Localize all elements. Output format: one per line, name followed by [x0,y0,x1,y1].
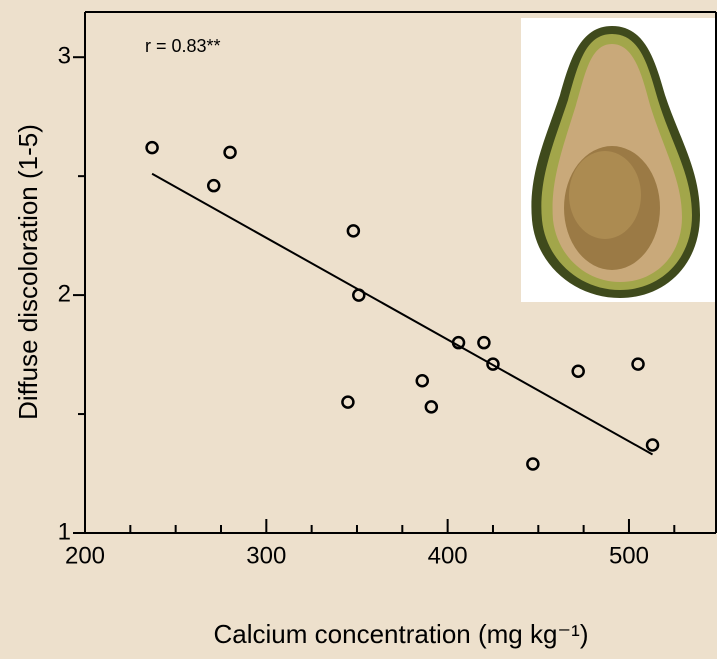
x-tick-label: 200 [65,542,105,569]
point [486,357,500,371]
point [415,373,430,388]
point [526,457,540,471]
x-tick-label: 500 [609,542,649,569]
point [631,357,645,371]
inset-avocado [521,18,715,302]
point [341,395,355,409]
point [477,335,491,350]
point [352,288,366,302]
point [206,178,221,193]
trend-line [151,172,654,456]
y-tick-label: 2 [58,280,71,307]
point [223,145,237,160]
point [645,438,660,452]
point [145,140,159,155]
y-tick-label: 3 [58,43,71,70]
x-tick-label: 400 [428,542,468,569]
point [451,335,466,350]
point [571,364,585,378]
y-tick-label: 1 [58,518,71,545]
x-tick-label: 300 [246,542,286,569]
axes-frame [84,11,717,534]
point [424,400,439,414]
x-axis-label: Calcium concentration (mg kg⁻¹) [214,619,589,649]
y-axis-label: Diffuse discoloration (1-5) [13,124,43,420]
point [346,224,361,238]
annotation: r = 0.83** [145,36,221,56]
